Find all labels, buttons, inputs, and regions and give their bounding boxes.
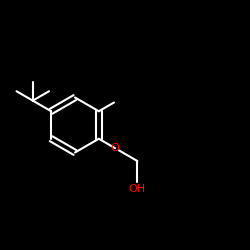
Text: OH: OH [129,184,146,194]
Text: O: O [111,143,120,153]
